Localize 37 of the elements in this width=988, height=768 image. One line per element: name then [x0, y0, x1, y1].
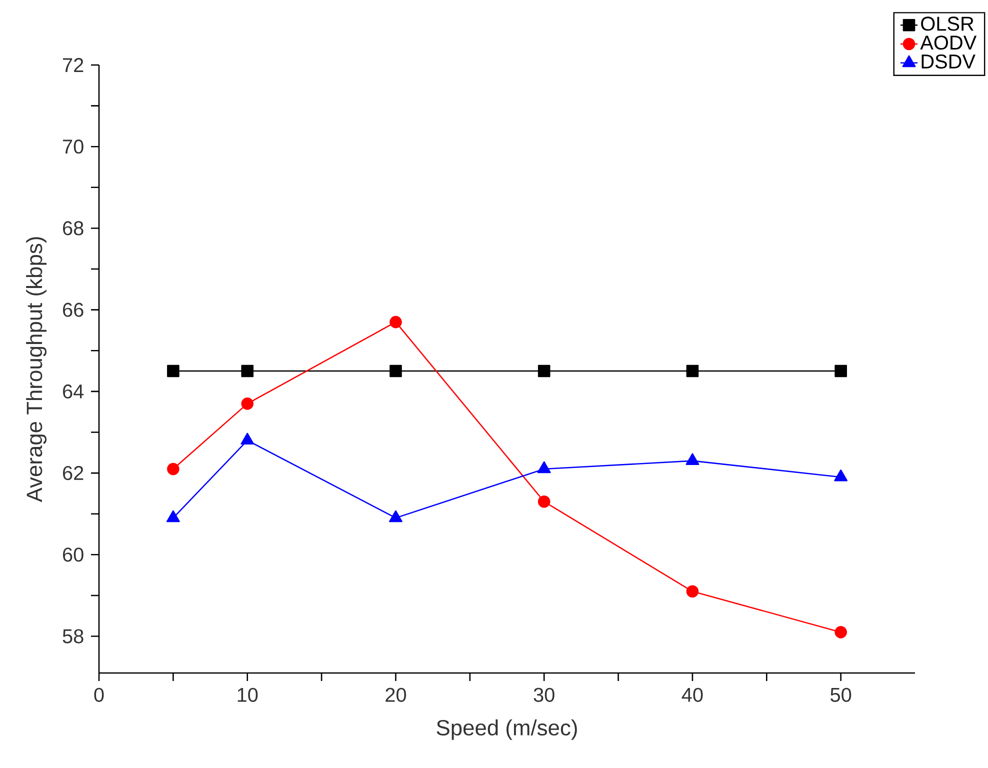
x-tick-label: 20	[386, 688, 406, 702]
x-tick-label: 50	[830, 688, 852, 702]
x-tick-label: 0	[94, 688, 104, 702]
legend-label: DSDV	[922, 54, 976, 69]
point	[538, 495, 550, 508]
point	[686, 453, 700, 465]
x-tick-label: 40	[682, 688, 703, 702]
y-tick-label: 64	[63, 384, 84, 398]
y-tick-label: 68	[63, 221, 84, 236]
point	[834, 364, 847, 378]
point	[167, 462, 180, 476]
point	[538, 364, 550, 378]
y-tick-label: 58	[62, 629, 84, 644]
point	[241, 364, 254, 378]
point	[834, 626, 847, 638]
y-tick-label: 66	[63, 302, 84, 317]
legend-label: AODV	[920, 36, 977, 50]
y-tick-label: 60	[63, 548, 84, 562]
point	[390, 316, 402, 328]
x-tick-label: 30	[534, 688, 554, 702]
legend-label: OLSR	[921, 16, 974, 31]
point	[240, 432, 254, 445]
x-axis-title: Speed (m/sec)	[436, 719, 577, 740]
point	[686, 364, 699, 378]
point	[390, 364, 402, 378]
point	[537, 461, 551, 474]
point	[166, 510, 180, 522]
y-tick-label: 70	[63, 140, 84, 154]
x-tick-label: 10	[238, 688, 258, 702]
point	[834, 469, 848, 482]
y-axis-title: Average Throughput (kbps)	[26, 237, 47, 502]
y-tick-label: 72	[63, 58, 84, 72]
point	[241, 398, 254, 410]
point	[167, 364, 180, 378]
y-tick-label: 62	[63, 466, 84, 480]
point	[686, 585, 699, 598]
point	[389, 510, 402, 522]
